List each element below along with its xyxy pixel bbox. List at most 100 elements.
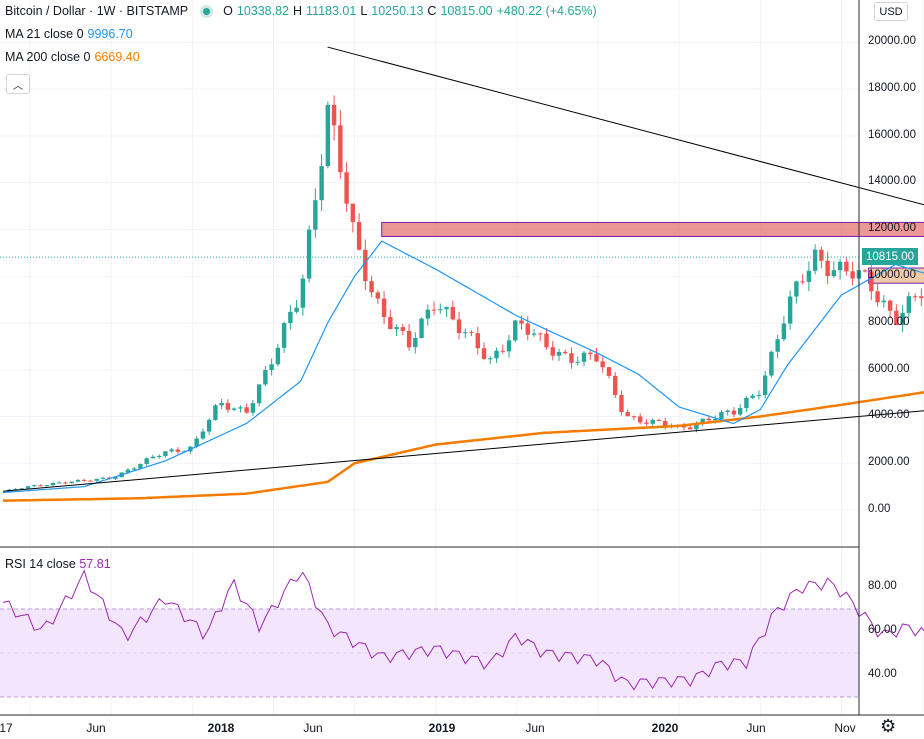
price-tick-label: 14000.00 — [868, 175, 916, 188]
candle-body — [306, 229, 312, 279]
candle-body — [213, 405, 218, 420]
candle-body — [506, 340, 512, 352]
time-tick-label: Jun — [746, 721, 766, 735]
candle-body — [787, 296, 793, 324]
candle-body — [425, 309, 431, 319]
candle-body — [63, 482, 68, 484]
close-value: 10815.00 — [440, 4, 493, 18]
candle-body — [800, 281, 805, 283]
price-tick-label: 20000.00 — [868, 35, 916, 47]
candle-body — [225, 402, 231, 410]
symbol-legend[interactable]: Bitcoin / Dollar · 1W · BITSTAMP O 10338.… — [5, 4, 597, 18]
price-tick-label: 16000.00 — [868, 128, 916, 141]
candle-body — [538, 333, 543, 335]
open-value: 10338.82 — [236, 4, 290, 18]
candle-body — [744, 397, 749, 408]
candle-body — [131, 468, 137, 470]
candle-body — [38, 485, 43, 487]
candle-body — [275, 347, 281, 365]
candle-body — [13, 489, 18, 491]
price-tick-label: 0.00 — [868, 503, 891, 515]
price-tick-label: 4000.00 — [868, 409, 910, 422]
candle-body — [700, 418, 705, 424]
symbol-title[interactable]: Bitcoin / Dollar · 1W · BITSTAMP — [5, 4, 189, 18]
close-label: C — [427, 4, 437, 18]
candle-body — [269, 364, 274, 370]
market-status-icon — [200, 4, 214, 18]
candle-body — [413, 338, 418, 348]
candle-body — [363, 249, 368, 282]
candle-body — [712, 419, 718, 421]
candle-body — [488, 358, 493, 360]
chevron-up-icon: ︿ — [13, 80, 23, 92]
candle-body — [194, 438, 199, 447]
candle-body — [769, 351, 774, 376]
candle-body — [869, 271, 874, 292]
candle-body — [887, 300, 893, 311]
time-tick-label: Jun — [525, 721, 545, 735]
candle-body — [600, 361, 605, 368]
ma200-value: 6669.40 — [94, 50, 140, 64]
candle-body — [431, 309, 437, 311]
candle-body — [762, 375, 768, 395]
candle-body — [481, 348, 487, 359]
gear-icon[interactable]: ⚙ — [880, 716, 897, 736]
candle-body — [556, 351, 562, 356]
candle-body — [531, 333, 537, 335]
ma21-value: 9996.70 — [87, 27, 133, 41]
time-tick-label: 2020 — [651, 721, 679, 735]
time-tick-label: Nov — [834, 721, 856, 735]
candle-body — [19, 488, 24, 490]
candle-body — [550, 347, 555, 356]
rsi-legend[interactable]: RSI 14 close 57.81 — [5, 557, 111, 571]
candle-body — [244, 407, 249, 413]
horizontal-zones — [381, 221, 924, 284]
candle-body — [400, 327, 406, 331]
candle-body — [163, 451, 168, 457]
candle-body — [825, 260, 830, 277]
candle-body — [281, 323, 287, 348]
candle-body — [175, 449, 181, 452]
candle-body — [294, 307, 299, 312]
price-tick-label: 12000.00 — [868, 222, 916, 235]
candle-body — [844, 261, 849, 272]
time-tick-label: Jun — [86, 721, 106, 735]
indicator-lines — [0, 46, 924, 502]
candle-body — [625, 411, 630, 417]
candle-body — [513, 320, 518, 341]
candle-body — [475, 333, 480, 349]
candle-body — [250, 403, 256, 413]
rsi-line — [2, 569, 924, 691]
candle-body — [662, 421, 668, 427]
candle-body — [694, 423, 699, 430]
candle-body — [569, 353, 574, 363]
ascending-trendline — [2, 410, 924, 492]
candle-body — [806, 270, 812, 282]
rsi-value: 57.81 — [79, 557, 111, 571]
candle-body — [644, 422, 649, 424]
collapse-legend-button[interactable]: ︿ — [6, 74, 30, 94]
candle-body — [594, 354, 599, 362]
price-tick-label: 2000.00 — [868, 456, 910, 469]
resistance-zone — [381, 221, 924, 237]
rsi-tick-label: 40.00 — [868, 668, 897, 680]
candle-body — [706, 418, 712, 421]
candle-body — [812, 249, 818, 271]
candle-body — [381, 298, 387, 318]
candle-body — [313, 200, 318, 230]
candle-body — [369, 281, 374, 293]
price-tick-label: 10000.00 — [868, 269, 916, 281]
ma21-legend[interactable]: MA 21 close 0 9996.70 — [5, 27, 133, 41]
candle-body — [444, 307, 449, 310]
price-tick-label: 18000.00 — [868, 81, 916, 94]
candle-body — [44, 485, 49, 487]
candle-body — [331, 104, 337, 126]
currency-button[interactable]: USD — [874, 2, 908, 21]
candle-body — [456, 319, 462, 334]
ma200-legend[interactable]: MA 200 close 0 6669.40 — [5, 50, 140, 64]
candle-body — [344, 172, 349, 204]
low-label: L — [360, 4, 368, 18]
candle-body — [88, 480, 93, 482]
candle-body — [750, 395, 755, 398]
